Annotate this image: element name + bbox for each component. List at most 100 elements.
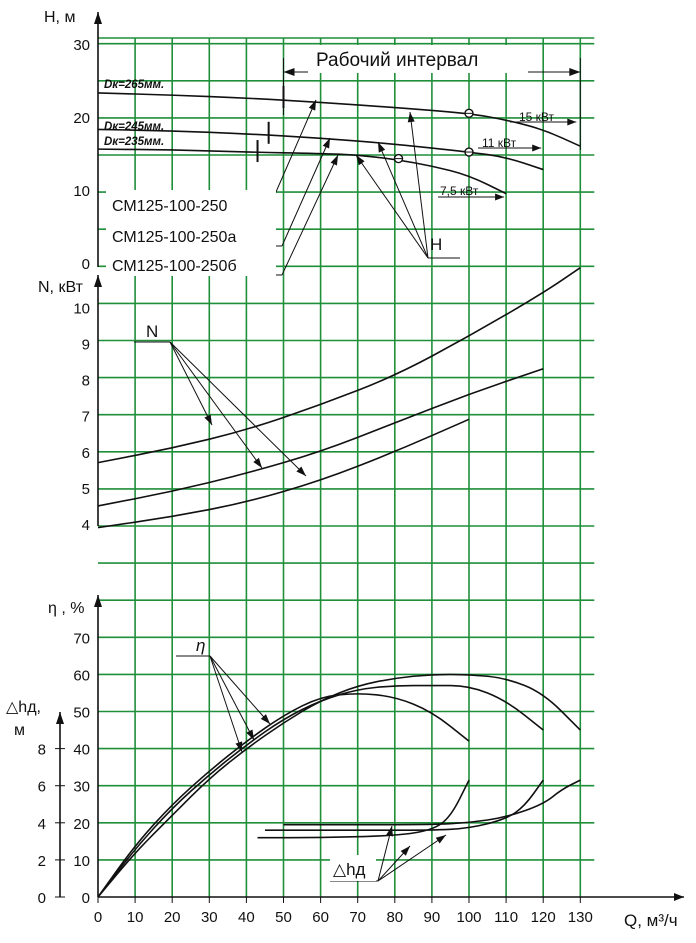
dh-tick-2: 2	[38, 853, 46, 870]
curves	[97, 92, 581, 898]
h-leader-0	[409, 111, 429, 259]
eta-curve-2	[97, 693, 470, 898]
npsh-group-label-bg	[330, 855, 376, 881]
dh-leader-0-head	[386, 826, 393, 837]
dh-leader-1-head	[400, 846, 410, 856]
efficiency-axis-label: η , %	[48, 600, 84, 617]
power-label-11: 11 кВт	[482, 136, 517, 150]
model-leader-0-head	[308, 100, 316, 111]
x-axis-arrow	[674, 893, 684, 901]
dh-leader-2-head	[435, 835, 446, 844]
x-tick-130: 130	[568, 909, 593, 926]
model-leader-1-head	[322, 138, 330, 149]
N-curve-1	[97, 368, 544, 507]
n-tick-10: 10	[73, 300, 90, 317]
eta-tick-60: 60	[73, 667, 90, 684]
annotations	[106, 58, 581, 882]
eta-leader-2	[209, 655, 243, 753]
H-curve-1	[97, 128, 544, 171]
x-tick-80: 80	[386, 909, 403, 926]
power-arrow-head-2	[495, 193, 505, 201]
efficiency-group-label: η	[196, 636, 205, 655]
dk-label-245: Dк=245мм.	[104, 121, 164, 133]
model-label-250: СМ125-100-250	[112, 198, 228, 215]
dh-tick-8: 8	[38, 742, 46, 759]
model-leader-2-head	[330, 155, 338, 166]
h-tick-30: 30	[73, 37, 90, 54]
eta-leader-1	[209, 655, 255, 741]
npsh-axis-label: △hд,	[6, 699, 41, 716]
n-tick-5: 5	[82, 481, 90, 498]
h-tick-0: 0	[82, 256, 90, 273]
eta-leader-1-head	[246, 729, 254, 740]
power-label-7-5: 7,5 кВт	[440, 184, 479, 198]
interval-arrow-right	[569, 68, 581, 76]
x-tick-60: 60	[312, 909, 329, 926]
eta-tick-30: 30	[73, 779, 90, 796]
power-axis-label: N, кВт	[38, 279, 84, 296]
power-label-15: 15 кВт	[519, 110, 555, 124]
dk-label-265: Dк=265мм.	[104, 79, 164, 91]
x-tick-90: 90	[424, 909, 441, 926]
x-tick-20: 20	[164, 909, 181, 926]
n-tick-9: 9	[82, 337, 90, 354]
eta-leader-0	[209, 655, 271, 725]
h-tick-10: 10	[73, 183, 90, 200]
model-label-bg	[106, 190, 276, 276]
y-axis-arrow-2	[94, 595, 102, 607]
eta-tick-0: 0	[82, 890, 90, 907]
N-curve-2	[97, 418, 470, 529]
power-arrow-head-0	[567, 118, 577, 126]
eta-tick-70: 70	[73, 630, 90, 647]
H-curve-2	[97, 148, 507, 195]
dh-tick-6: 6	[38, 779, 46, 796]
x-tick-100: 100	[456, 909, 481, 926]
dh-tick-4: 4	[38, 816, 46, 833]
x-tick-120: 120	[531, 909, 556, 926]
x-tick-40: 40	[238, 909, 255, 926]
x-tick-70: 70	[349, 909, 366, 926]
n-leader-0-head	[204, 414, 212, 425]
npsh-group-label: △hд	[333, 860, 366, 879]
model-label-250a: СМ125-100-250а	[112, 229, 236, 246]
head-group-label: H	[430, 235, 442, 254]
x-tick-10: 10	[127, 909, 144, 926]
n-tick-8: 8	[82, 373, 90, 390]
working-interval-label-box	[308, 45, 528, 73]
n-leader-1	[169, 341, 263, 469]
n-leader-0	[169, 341, 213, 426]
n-tick-4: 4	[82, 517, 90, 534]
x-tick-0: 0	[94, 909, 102, 926]
eta-tick-20: 20	[73, 816, 90, 833]
dk-label-235: Dк=235мм.	[104, 136, 164, 148]
grid	[98, 37, 595, 897]
npsh-axis-arrow	[56, 712, 64, 724]
x-axis-label: Q, м³/ч	[624, 911, 678, 930]
n-leader-2	[169, 341, 307, 477]
n-tick-7: 7	[82, 409, 90, 426]
x-tick-110: 110	[494, 909, 518, 926]
model-leader-1	[281, 137, 331, 247]
x-tick-50: 50	[275, 909, 292, 926]
eta-leader-2-head	[235, 741, 243, 752]
dh-curve-1	[264, 779, 544, 832]
y-axis-arrow-1	[94, 275, 102, 287]
h-leader-2	[355, 154, 429, 259]
h-leader-1-head	[378, 142, 386, 153]
eta-tick-40: 40	[73, 742, 90, 759]
x-tick-30: 30	[201, 909, 218, 926]
h-tick-20: 20	[73, 110, 90, 127]
head-axis-label: H, м	[44, 9, 75, 26]
power-arrow-head-1	[532, 144, 542, 152]
eta-curve-1	[97, 684, 544, 898]
axes: 0 10 20 30 40 50 60 70 80 90 100 110 120 130010203045…	[38, 12, 684, 926]
y-axis-arrow-0	[94, 12, 102, 24]
dh-leader-2	[377, 834, 447, 882]
working-interval-label: Рабочий интервал	[316, 50, 478, 71]
model-label-250b: СМ125-100-250б	[112, 258, 237, 275]
power-group-label: N	[146, 322, 158, 341]
N-curve-0	[97, 267, 581, 464]
eta-tick-10: 10	[73, 853, 90, 870]
n-leader-2-head	[296, 466, 306, 476]
